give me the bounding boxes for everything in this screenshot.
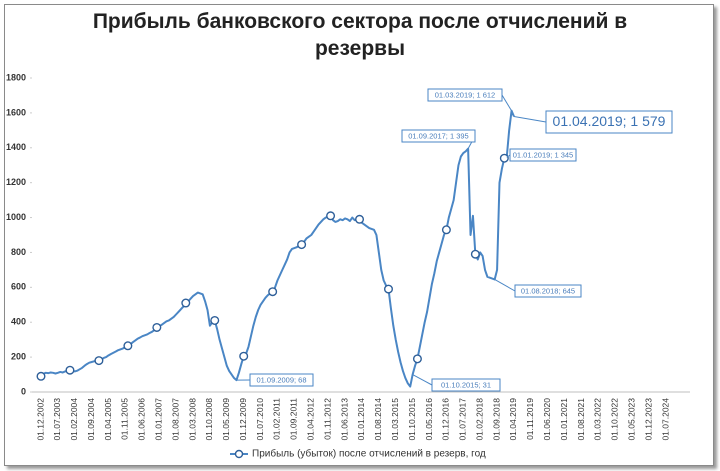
annotation-box: [431, 378, 501, 392]
data-line: [40, 109, 515, 388]
x-tick-label: 01.04.2019: [508, 398, 518, 441]
x-tick-label: 01.08.2014: [373, 398, 383, 441]
x-tick-label: 01.07.2003: [52, 398, 62, 441]
chart-frame: [4, 4, 714, 466]
y-tick-label: 1000: [6, 212, 26, 222]
x-tick-label: 01.05.2016: [424, 398, 434, 441]
x-tick-label: 01.07.2017: [458, 398, 468, 441]
data-marker: [326, 211, 336, 221]
x-tick-label: 01.02.2018: [474, 398, 484, 441]
x-tick-label: 01.02.2004: [69, 398, 79, 441]
chart-title: Прибыль банковского сектора после отчисл…: [92, 10, 628, 60]
data-marker: [239, 351, 249, 361]
annotation-box: [249, 373, 314, 387]
data-marker: [268, 287, 278, 297]
data-marker: [36, 371, 46, 381]
x-tick-label: 01.08.2021: [576, 398, 586, 441]
x-tick-label: 01.12.2002: [35, 398, 45, 441]
x-tick-label: 01.07.2024: [660, 398, 670, 441]
data-marker: [123, 341, 133, 351]
x-tick-label: 01.12.2023: [643, 398, 653, 441]
data-marker: [499, 153, 509, 163]
x-tick-label: 01.11.2005: [120, 398, 130, 440]
data-marker: [152, 322, 162, 332]
data-marker: [65, 365, 75, 375]
data-marker: [181, 298, 191, 308]
annotation-box: [514, 284, 582, 298]
x-tick-label: 01.01.2021: [559, 398, 569, 441]
x-tick-label: 01.08.2007: [170, 398, 180, 441]
data-marker: [210, 315, 220, 325]
x-tick-label: 01.10.2022: [610, 398, 620, 441]
data-marker: [355, 214, 365, 224]
x-tick-label: 01.12.2009: [238, 398, 248, 441]
annotation-leader: [501, 94, 512, 112]
x-tick-label: 01.07.2010: [255, 398, 265, 441]
annotation-box: [509, 148, 577, 162]
x-tick-label: 01.05.2023: [626, 398, 636, 441]
x-tick-label: 01.05.2009: [221, 398, 231, 441]
annotation-label: 01.08.2018; 645: [521, 286, 575, 295]
data-marker: [441, 225, 451, 235]
annotation-label: 01.09.2017; 1 395: [408, 131, 468, 140]
x-tick-label: 01.03.2008: [187, 398, 197, 441]
data-marker: [383, 284, 393, 294]
y-tick-label: 800: [11, 247, 26, 257]
annotation-leader: [494, 279, 516, 292]
annotation-box: [427, 88, 503, 102]
x-tick-label: 01.02.2011: [272, 398, 282, 440]
annotation-box: [545, 110, 673, 134]
annotation-label: 01.01.2019; 1 345: [513, 150, 573, 159]
y-tick-label: 400: [11, 317, 26, 327]
data-marker: [412, 354, 422, 364]
x-tick-label: 01.10.2015: [407, 398, 417, 441]
x-tick-label: 01.03.2022: [593, 398, 603, 441]
annotation-leader: [513, 116, 547, 123]
y-tick-label: 0: [21, 386, 26, 396]
legend-marker: [234, 449, 244, 459]
y-tick-label: 1200: [6, 177, 26, 187]
x-tick-label: 01.10.2008: [204, 398, 214, 441]
y-tick-label: 1600: [6, 107, 26, 117]
data-marker: [94, 356, 104, 366]
annotation-label: 01.04.2019; 1 579: [553, 113, 666, 129]
x-tick-label: 01.06.2013: [339, 398, 349, 441]
x-tick-label: 01.12.2016: [441, 398, 451, 441]
x-tick-label: 01.06.2006: [137, 398, 147, 441]
x-tick-label: 01.06.2020: [542, 398, 552, 441]
x-tick-label: 01.09.2004: [86, 398, 96, 441]
data-marker: [470, 249, 480, 259]
annotation-box: [401, 129, 476, 143]
annotation-leader: [506, 154, 511, 158]
x-tick-label: 01.11.2012: [322, 398, 332, 440]
x-tick-label: 01.01.2014: [356, 398, 366, 441]
x-tick-label: 01.09.2011: [289, 398, 299, 440]
x-tick-label: 01.01.2007: [153, 398, 163, 441]
annotation-leader: [412, 374, 433, 386]
annotation-label: 01.10.2015; 31: [441, 380, 491, 389]
x-tick-label: 01.04.2012: [306, 398, 316, 441]
y-tick-label: 200: [11, 351, 26, 361]
y-tick-label: 1800: [6, 72, 26, 82]
legend-label: Прибыль (убыток) после отчислений в резе…: [252, 448, 486, 460]
annotation-label: 01.09.2009; 68: [256, 375, 306, 384]
data-marker: [297, 240, 307, 250]
x-tick-label: 01.03.2015: [390, 398, 400, 441]
y-tick-label: 600: [11, 282, 26, 292]
y-tick-label: 1400: [6, 142, 26, 152]
x-tick-label: 01.09.2018: [491, 398, 501, 441]
annotation-label: 01.03.2019; 1 612: [435, 90, 495, 99]
x-tick-label: 01.11.2019: [525, 398, 535, 440]
x-tick-label: 01.04.2005: [103, 398, 113, 441]
